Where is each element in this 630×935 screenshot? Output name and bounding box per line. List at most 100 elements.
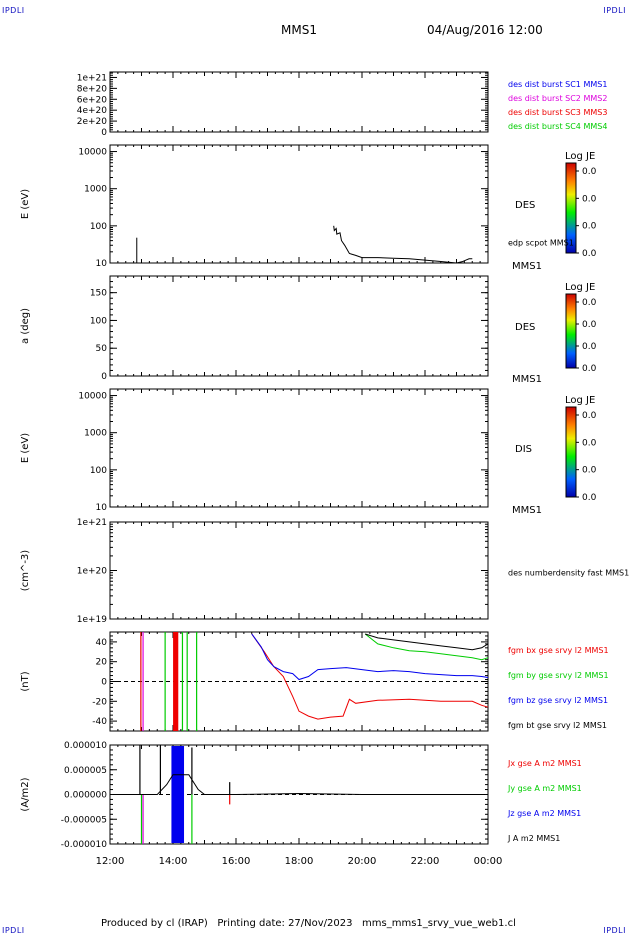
corner-label-bottom-left: IPDLI [2, 926, 25, 935]
legend-entry: Jx gse A m2 MMS1 [507, 759, 582, 768]
current-band [171, 746, 185, 843]
time-tick-label: 16:00 [222, 856, 251, 867]
y-tick-label: 0 [101, 128, 107, 138]
y-tick-label: 100 [90, 222, 107, 232]
panel-side-label: DIS [515, 444, 532, 455]
panel-side-label: DES [515, 322, 535, 333]
panel-current: 0.000010 0.000005 0.000000 -0.000005 -0.0000… [20, 741, 582, 850]
legend-entry: des dist burst SC1 MMS1 [508, 80, 607, 89]
panel-des-pitch: 150 100 50 0 a (deg) DES MMS1 Log JE 0.0 0.0 0.0 0.… [20, 275, 597, 385]
colorbar-tick-label: 0.0 [582, 249, 597, 259]
colorbar-tick-label: 0.0 [582, 320, 597, 330]
colorbar [565, 293, 577, 369]
y-tick-label: 20 [96, 658, 108, 668]
y-axis-label: E (eV) [20, 433, 31, 463]
y-axis-label: (nT) [20, 671, 31, 691]
colorbar-tick-label: 0.0 [582, 466, 597, 476]
series-line [251, 633, 489, 720]
panel-side-label: DES [515, 200, 535, 211]
corner-label-top-right: IPDLI [603, 6, 626, 15]
time-tick-label: 00:00 [474, 856, 503, 867]
y-tick-label: -0.000005 [61, 815, 107, 825]
y-axis-label: E (eV) [20, 189, 31, 219]
y-tick-label: 40 [96, 638, 108, 648]
colorbar-tick-label: 0.0 [582, 298, 597, 308]
legend-entry: fgm bt gse srvy l2 MMS1 [508, 721, 607, 730]
colorbar-tick-label: 0.0 [582, 342, 597, 352]
series-line [251, 633, 489, 681]
colorbar-tick-label: 0.0 [582, 411, 597, 421]
panel-frame [109, 144, 489, 264]
time-tick-label: 22:00 [411, 856, 440, 867]
panel-unit-label: MMS1 [512, 261, 542, 272]
datetime-title: 04/Aug/2016 12:00 [427, 23, 543, 37]
y-tick-label: 100 [90, 316, 107, 326]
panel-unit-label: MMS1 [512, 374, 542, 385]
panel-fgm: 40 20 0 -20 -40 (nT) fgm bx gse srvy l2 MMS1 fg… [20, 631, 609, 732]
time-tick-label: 18:00 [285, 856, 314, 867]
y-tick-label: 50 [96, 344, 108, 354]
overlay-label: edp scpot MMS1 [508, 238, 574, 247]
y-tick-label: 1e+20 [77, 567, 108, 577]
colorbar-tick-label: 0.0 [582, 222, 597, 232]
panel-frame [109, 275, 489, 377]
spacecraft-title: MMS1 [281, 23, 317, 37]
legend-entry: fgm bz gse srvy l2 MMS1 [508, 696, 608, 705]
legend-entry: des dist burst SC2 MMS2 [508, 94, 607, 103]
footer-text: Produced by cl (IRAP) Printing date: 27/… [101, 918, 516, 929]
y-tick-label: 10000 [78, 148, 107, 158]
colorbar-title: Log JE [565, 151, 595, 162]
colorbar-tick-label: 0.0 [582, 493, 597, 503]
panel-frame [109, 71, 489, 133]
y-tick-label: 0.000005 [64, 766, 107, 776]
series-line [364, 633, 489, 661]
legend-entry: Jz gse A m2 MMS1 [507, 809, 581, 818]
y-axis-label: (A/m2) [20, 777, 31, 811]
y-tick-label: 150 [90, 289, 107, 299]
y-tick-label: 100 [90, 466, 107, 476]
panel-density: 1e+21 1e+20 1e+19 (cm^-3) des numberdensity … [20, 518, 629, 625]
y-tick-label: 10 [96, 259, 108, 269]
legend-entry: des dist burst SC3 MMS3 [508, 108, 607, 117]
y-tick-label: 4e+20 [77, 106, 108, 116]
colorbar [565, 162, 577, 254]
legend-entry: fgm bx gse srvy l2 MMS1 [508, 646, 609, 655]
legend-entry: des dist burst SC4 MMS4 [508, 122, 607, 131]
colorbar-title: Log JE [565, 282, 595, 293]
y-tick-label: 1e+19 [77, 615, 108, 625]
legend-entry: J A m2 MMS1 [507, 834, 560, 843]
y-tick-label: 1000 [84, 185, 107, 195]
time-tick-label: 12:00 [96, 856, 125, 867]
colorbar [565, 406, 577, 498]
colorbar-tick-label: 0.0 [582, 364, 597, 374]
legend-entry: des numberdensity fast MMS1 [508, 569, 629, 578]
y-axis-label: (cm^-3) [20, 550, 31, 591]
y-tick-label: 8e+20 [77, 84, 108, 94]
y-tick-label: 6e+20 [77, 95, 108, 105]
colorbar-title: Log JE [565, 395, 595, 406]
panel-des-energy: 10000 1000 100 10 E (eV) DES MMS1 Log JE 0.0 0.0 0… [20, 144, 597, 272]
y-tick-label: 0 [101, 372, 107, 382]
time-axis: 12:00 14:00 16:00 18:00 20:00 22:00 00:00 [96, 856, 503, 867]
overlay-line [333, 225, 473, 264]
series-line [110, 774, 488, 795]
panel-dis-energy: 10000 1000 100 10 E (eV) DIS MMS1 Log JE 0.0 0.0 0… [20, 388, 597, 516]
y-tick-label: 1e+21 [77, 518, 107, 528]
y-tick-label: 10 [96, 503, 108, 513]
corner-label-top-left: IPDLI [2, 6, 25, 15]
legend-entry: fgm by gse srvy l2 MMS1 [508, 671, 609, 680]
corner-label-bottom-right: IPDLI [603, 926, 626, 935]
colorbar-tick-label: 0.0 [582, 438, 597, 448]
series-line [365, 633, 489, 651]
panel-unit-label: MMS1 [512, 505, 542, 516]
y-tick-label: 1000 [84, 429, 107, 439]
colorbar-tick-label: 0.0 [582, 167, 597, 177]
y-tick-label: 10000 [78, 392, 107, 402]
colorbar-tick-label: 0.0 [582, 194, 597, 204]
legend-entry: Jy gse A m2 MMS1 [507, 784, 582, 793]
y-tick-label: 0.000010 [64, 741, 107, 751]
y-tick-label: 1e+21 [77, 73, 107, 83]
y-tick-label: 0.000000 [64, 791, 107, 801]
